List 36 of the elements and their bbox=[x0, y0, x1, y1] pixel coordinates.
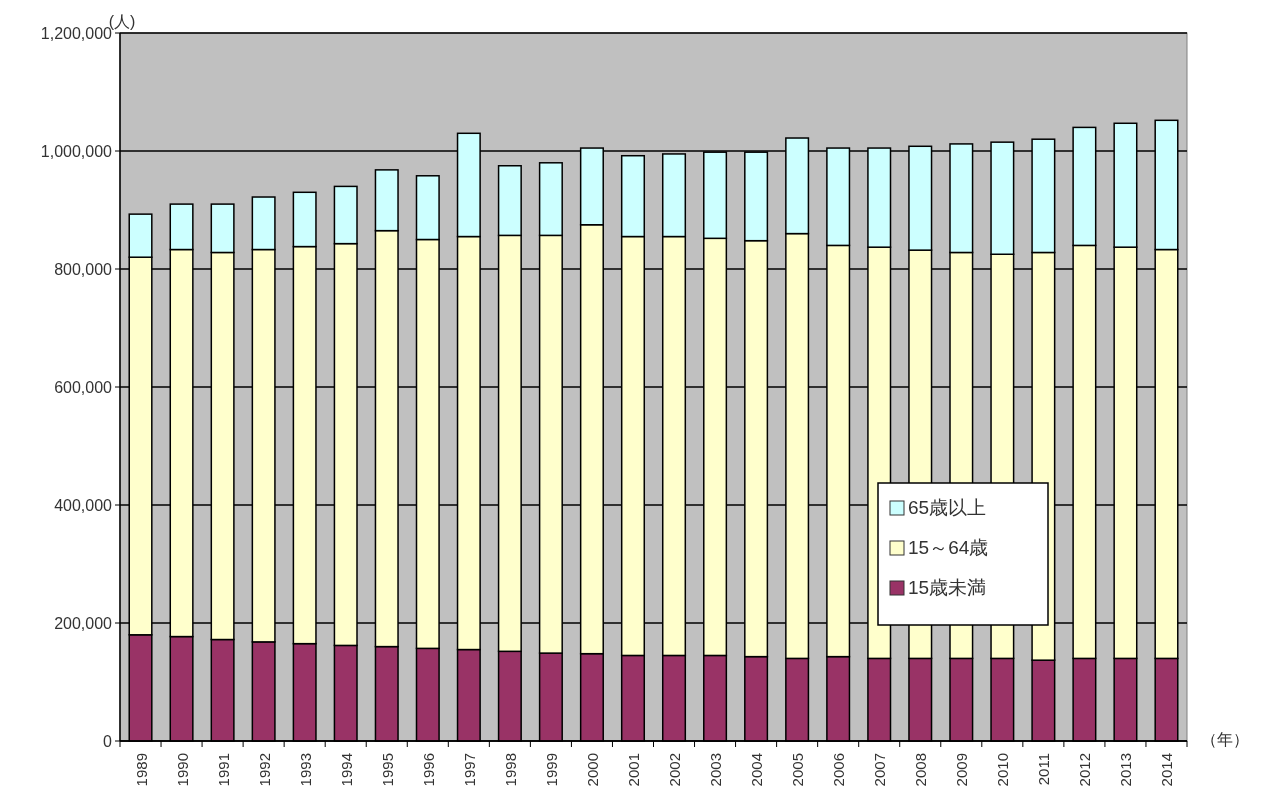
y-tick-label: 1,000,000 bbox=[40, 143, 113, 160]
x-axis-title: （年） bbox=[1201, 731, 1249, 748]
x-tick-label: 2005 bbox=[789, 753, 807, 787]
y-tick-label: 400,000 bbox=[54, 497, 113, 514]
x-tick-label: 2011 bbox=[1035, 753, 1053, 786]
x-tick-label: 1992 bbox=[255, 753, 273, 787]
legend-label: 15歳未満 bbox=[908, 577, 987, 598]
x-tick-label: 2002 bbox=[666, 753, 684, 787]
x-tick-label: 2001 bbox=[624, 753, 642, 787]
legend-label: 65歳以上 bbox=[908, 497, 987, 518]
x-tick-label: 1996 bbox=[419, 753, 437, 787]
legend-label: 15～64歳 bbox=[908, 537, 989, 558]
x-tick-label: 1994 bbox=[337, 753, 355, 787]
x-tick-label: 2000 bbox=[583, 753, 601, 787]
x-tick-label: 2013 bbox=[1117, 753, 1135, 787]
x-tick-label: 2003 bbox=[707, 753, 725, 787]
x-tick-label: 2009 bbox=[953, 753, 971, 787]
x-tick-label: 2004 bbox=[748, 753, 766, 787]
x-tick-label: 1990 bbox=[173, 753, 191, 787]
x-tick-label: 1999 bbox=[542, 753, 560, 787]
x-tick-label: 1997 bbox=[460, 753, 478, 787]
x-tick-label: 1993 bbox=[296, 753, 314, 787]
y-tick-label: 200,000 bbox=[54, 615, 113, 632]
x-tick-label: 2007 bbox=[871, 753, 889, 787]
x-tick-label: 1998 bbox=[501, 753, 519, 787]
x-tick-label: 1995 bbox=[378, 753, 396, 787]
x-tick-label: 2008 bbox=[912, 753, 930, 787]
y-tick-label: 0 bbox=[103, 733, 113, 750]
y-tick-label: 800,000 bbox=[54, 261, 113, 278]
x-tick-label: 1991 bbox=[214, 753, 232, 787]
x-tick-label: 2010 bbox=[994, 753, 1012, 787]
x-tick-label: 2012 bbox=[1076, 753, 1094, 787]
x-tick-label: 2014 bbox=[1158, 753, 1176, 787]
x-tick-label: 1989 bbox=[132, 753, 150, 787]
x-tick-label: 2006 bbox=[830, 753, 848, 787]
y-tick-label: 600,000 bbox=[54, 379, 113, 396]
